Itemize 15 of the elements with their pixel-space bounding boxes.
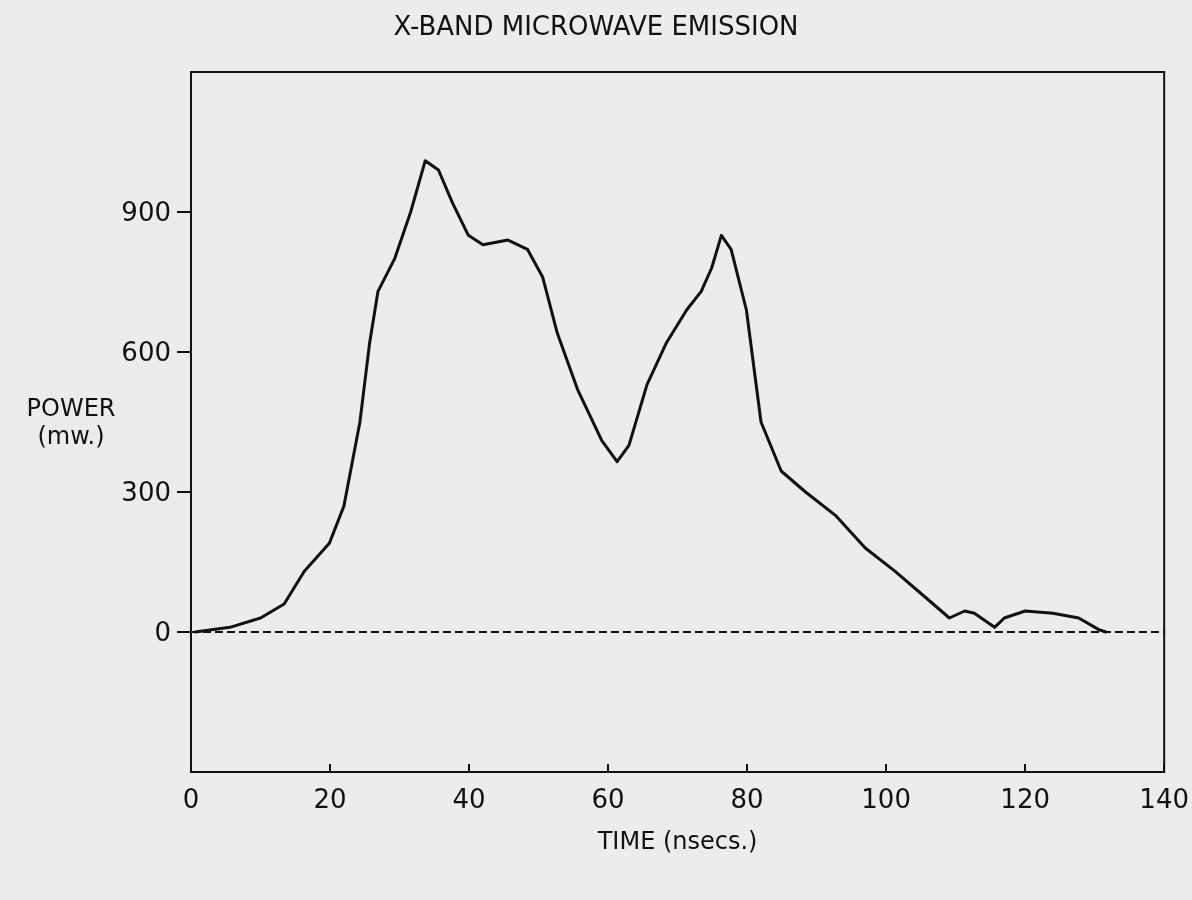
x-tick-label: 80: [730, 784, 764, 814]
x-axis-title: TIME (nsecs.): [596, 827, 758, 855]
x-tick-label: 100: [861, 784, 911, 814]
x-tick-label: 20: [313, 784, 347, 814]
y-tick-label: 600: [121, 337, 171, 367]
x-tick-label: 120: [1000, 784, 1050, 814]
chart-title: X-BAND MICROWAVE EMISSION: [393, 11, 799, 41]
y-tick-label: 300: [121, 477, 171, 507]
y-axis-title: POWER (mw.): [26, 394, 116, 450]
x-tick-label: 60: [591, 784, 625, 814]
x-tick-label: 140: [1139, 784, 1190, 814]
y-tick-label: 900: [121, 197, 171, 227]
x-tick-label: 0: [182, 784, 200, 814]
y-tick-label: 0: [154, 617, 171, 647]
x-tick-label: 40: [452, 784, 486, 814]
